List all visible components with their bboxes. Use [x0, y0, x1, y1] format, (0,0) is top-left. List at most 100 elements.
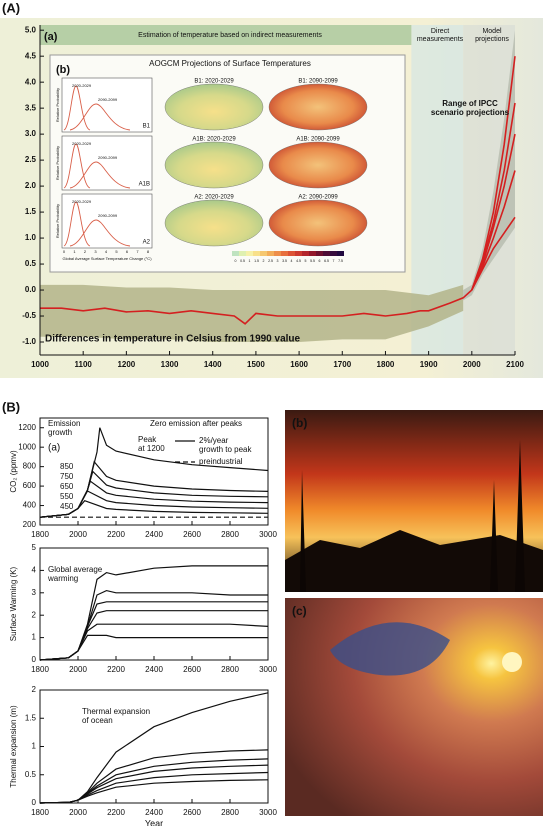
colorbar-label: 7.5	[338, 259, 343, 263]
series-line	[471, 170, 516, 291]
annotation: Emission growth	[48, 419, 80, 437]
colorbar-cell	[288, 251, 295, 256]
colorbar-cell	[309, 251, 316, 256]
prob-x-tick: 3	[94, 249, 97, 254]
colorbar-cell	[316, 251, 323, 256]
colorbar-cell	[337, 251, 344, 256]
x-tick-label: 2400	[145, 665, 163, 674]
y-tick-label: 2	[32, 610, 37, 619]
legend-label: preindustrial	[199, 457, 243, 466]
world-map	[164, 83, 264, 131]
colorbar-label: 2.5	[268, 259, 273, 263]
y-axis-label: Thermal expansion (m)	[9, 705, 18, 788]
colorbar-cell	[330, 251, 337, 256]
colorbar-cell	[302, 251, 309, 256]
y-tick-label: 0	[32, 798, 37, 807]
prob-x-tick: 8	[147, 249, 150, 254]
x-tick-label: 1600	[290, 360, 308, 369]
colorbar-label: 7	[333, 259, 335, 263]
x-tick-label: 1700	[333, 360, 351, 369]
y-tick-label: 5.0	[25, 25, 37, 34]
x-tick-label: 2400	[145, 530, 163, 539]
painting-sun	[502, 652, 522, 672]
photo-label: (b)	[292, 416, 307, 430]
x-tick-label: 3000	[259, 530, 277, 539]
x-tick-label: 2800	[221, 808, 239, 817]
map-title: A1B: 2020-2029	[192, 137, 236, 143]
x-tick-label: 1800	[31, 530, 49, 539]
colorbar-cell	[246, 251, 253, 256]
y-tick-label: 1	[32, 742, 37, 751]
annotation: Peak at 1200	[138, 435, 165, 453]
series-line	[40, 289, 473, 325]
prob-period: 2090-2099	[98, 155, 118, 160]
colorbar-cell	[281, 251, 288, 256]
x-tick-label: 3000	[259, 665, 277, 674]
prob-curves	[63, 143, 131, 189]
map-title: A2: 2020-2029	[194, 195, 234, 201]
inset: (b) AOGCM Projections of Surface Temperat…	[49, 54, 406, 273]
series-line	[39, 499, 269, 518]
range-band	[463, 30, 515, 301]
series-line	[39, 634, 268, 661]
annotation: Global average warming	[47, 565, 103, 583]
colorbar-label: 6	[319, 259, 321, 263]
prob-x-label: Global Average Surface Temperature Chang…	[62, 256, 152, 261]
colorbar-cell	[295, 251, 302, 256]
x-tick-label: 2000	[69, 808, 87, 817]
colorbar-cell	[239, 251, 246, 256]
prob-x-tick: 2	[84, 249, 87, 254]
painting-hills	[285, 530, 543, 592]
colorbar-cell	[274, 251, 281, 256]
series-line	[471, 216, 516, 291]
x-tick-label: 1200	[117, 360, 135, 369]
map-title: A1B: 2090-2099	[296, 137, 340, 143]
y-tick-label: 600	[23, 481, 37, 490]
colorbar-label: 1.5	[254, 259, 259, 263]
prob-x-tick: 5	[115, 249, 118, 254]
prob-curves	[63, 85, 131, 131]
x-tick-label: 2200	[107, 665, 125, 674]
y-tick-label: 3	[32, 588, 37, 597]
x-tick-label: 1900	[420, 360, 438, 369]
y-tick-label: 1000	[18, 442, 36, 451]
annotation: (a)	[44, 31, 58, 43]
y-tick-label: 3.0	[25, 129, 37, 138]
y-tick-label: 0.5	[25, 770, 37, 779]
prob-curves	[63, 201, 131, 247]
y-tick-label: 5	[32, 543, 37, 552]
photo-label: (c)	[292, 604, 307, 618]
x-tick-label: 2100	[506, 360, 524, 369]
inset-label: (b)	[56, 64, 70, 76]
x-tick-label: 2800	[221, 665, 239, 674]
annotation: 850	[60, 462, 74, 471]
annotation: Estimation of temperature based on indir…	[138, 32, 322, 39]
annotation: Differences in temperature in Celsius fr…	[45, 334, 301, 345]
colorbar-cell	[267, 251, 274, 256]
y-tick-label: 1.5	[25, 713, 37, 722]
photos	[285, 410, 543, 816]
plot-frame	[39, 417, 269, 526]
colorbar-label: 6.5	[324, 259, 329, 263]
y-axis-label: CO₂ (ppmv)	[9, 450, 18, 493]
colorbar-label: 2	[263, 259, 265, 263]
x-tick-label: 1800	[377, 360, 395, 369]
x-tick-label: 1500	[247, 360, 265, 369]
x-tick-label: 2200	[107, 808, 125, 817]
colorbar-label: 3	[277, 259, 279, 263]
colorbar-label: 0.5	[240, 259, 245, 263]
prob-x-tick: 1	[73, 249, 76, 254]
colorbar-cell	[253, 251, 260, 256]
world-map	[164, 141, 264, 189]
x-tick-label: 2000	[69, 665, 87, 674]
x-tick-label: 2800	[221, 530, 239, 539]
x-tick-label: 1100	[75, 360, 93, 369]
y-tick-label: 4	[32, 566, 37, 575]
x-tick-label: 2600	[183, 665, 201, 674]
x-tick-label: 2000	[69, 530, 87, 539]
painting-cloud	[330, 622, 450, 676]
panel-label: (A)	[2, 0, 20, 15]
colorbar-label: 4.5	[296, 259, 301, 263]
annotation: 450	[60, 502, 74, 511]
world-map	[268, 141, 368, 189]
